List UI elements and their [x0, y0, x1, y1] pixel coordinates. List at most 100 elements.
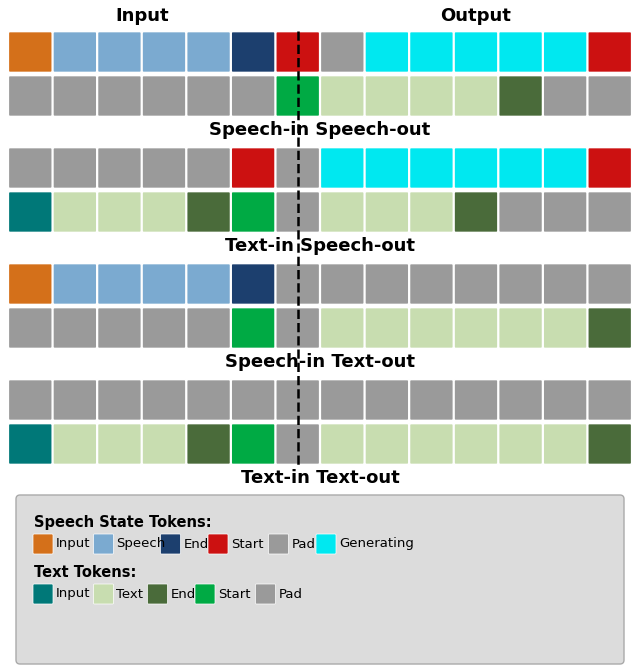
FancyBboxPatch shape [142, 380, 186, 420]
FancyBboxPatch shape [365, 148, 409, 188]
FancyBboxPatch shape [543, 424, 587, 464]
FancyBboxPatch shape [454, 31, 498, 72]
FancyBboxPatch shape [410, 192, 453, 233]
FancyBboxPatch shape [499, 380, 543, 420]
FancyBboxPatch shape [365, 192, 409, 233]
FancyBboxPatch shape [316, 534, 336, 554]
FancyBboxPatch shape [97, 263, 141, 305]
FancyBboxPatch shape [365, 307, 409, 348]
FancyBboxPatch shape [8, 192, 52, 233]
Text: Input: Input [115, 7, 168, 25]
FancyBboxPatch shape [255, 584, 275, 604]
FancyBboxPatch shape [97, 424, 141, 464]
FancyBboxPatch shape [142, 192, 186, 233]
FancyBboxPatch shape [231, 424, 275, 464]
FancyBboxPatch shape [269, 534, 289, 554]
FancyBboxPatch shape [53, 380, 97, 420]
FancyBboxPatch shape [187, 307, 230, 348]
FancyBboxPatch shape [543, 76, 587, 116]
FancyBboxPatch shape [410, 307, 453, 348]
FancyBboxPatch shape [231, 263, 275, 305]
FancyBboxPatch shape [97, 192, 141, 233]
FancyBboxPatch shape [195, 584, 215, 604]
FancyBboxPatch shape [276, 76, 320, 116]
FancyBboxPatch shape [187, 424, 230, 464]
FancyBboxPatch shape [320, 263, 364, 305]
FancyBboxPatch shape [454, 192, 498, 233]
Text: Start: Start [218, 587, 250, 600]
FancyBboxPatch shape [276, 380, 320, 420]
FancyBboxPatch shape [499, 31, 543, 72]
FancyBboxPatch shape [276, 31, 320, 72]
FancyBboxPatch shape [93, 534, 113, 554]
FancyBboxPatch shape [543, 192, 587, 233]
FancyBboxPatch shape [454, 307, 498, 348]
Text: Generating: Generating [339, 537, 414, 551]
FancyBboxPatch shape [588, 192, 632, 233]
FancyBboxPatch shape [231, 148, 275, 188]
FancyBboxPatch shape [588, 148, 632, 188]
FancyBboxPatch shape [320, 76, 364, 116]
FancyBboxPatch shape [543, 307, 587, 348]
FancyBboxPatch shape [53, 76, 97, 116]
Text: Input: Input [56, 537, 90, 551]
FancyBboxPatch shape [543, 31, 587, 72]
FancyBboxPatch shape [454, 424, 498, 464]
FancyBboxPatch shape [187, 263, 230, 305]
FancyBboxPatch shape [276, 263, 320, 305]
FancyBboxPatch shape [365, 263, 409, 305]
Text: Text-in Speech-out: Text-in Speech-out [225, 237, 415, 255]
FancyBboxPatch shape [53, 192, 97, 233]
FancyBboxPatch shape [8, 76, 52, 116]
FancyBboxPatch shape [142, 307, 186, 348]
FancyBboxPatch shape [410, 31, 453, 72]
FancyBboxPatch shape [231, 307, 275, 348]
FancyBboxPatch shape [187, 380, 230, 420]
FancyBboxPatch shape [33, 584, 53, 604]
FancyBboxPatch shape [142, 31, 186, 72]
Text: Speech-in Text-out: Speech-in Text-out [225, 353, 415, 371]
FancyBboxPatch shape [320, 380, 364, 420]
FancyBboxPatch shape [454, 76, 498, 116]
FancyBboxPatch shape [499, 307, 543, 348]
FancyBboxPatch shape [142, 424, 186, 464]
FancyBboxPatch shape [142, 263, 186, 305]
FancyBboxPatch shape [588, 76, 632, 116]
FancyBboxPatch shape [97, 76, 141, 116]
Text: Speech State Tokens:: Speech State Tokens: [34, 515, 212, 530]
FancyBboxPatch shape [231, 76, 275, 116]
FancyBboxPatch shape [8, 263, 52, 305]
FancyBboxPatch shape [97, 148, 141, 188]
FancyBboxPatch shape [543, 148, 587, 188]
FancyBboxPatch shape [187, 192, 230, 233]
FancyBboxPatch shape [142, 148, 186, 188]
Text: Input: Input [56, 587, 90, 600]
Text: End: End [170, 587, 196, 600]
FancyBboxPatch shape [365, 31, 409, 72]
FancyBboxPatch shape [365, 424, 409, 464]
FancyBboxPatch shape [543, 380, 587, 420]
FancyBboxPatch shape [93, 584, 113, 604]
FancyBboxPatch shape [499, 148, 543, 188]
Text: Text-in Text-out: Text-in Text-out [241, 469, 399, 487]
FancyBboxPatch shape [8, 380, 52, 420]
FancyBboxPatch shape [8, 424, 52, 464]
FancyBboxPatch shape [276, 307, 320, 348]
FancyBboxPatch shape [410, 76, 453, 116]
Text: Text: Text [116, 587, 143, 600]
Text: Pad: Pad [291, 537, 316, 551]
Text: Speech: Speech [116, 537, 166, 551]
FancyBboxPatch shape [142, 76, 186, 116]
FancyBboxPatch shape [53, 263, 97, 305]
FancyBboxPatch shape [454, 148, 498, 188]
Text: Speech-in Speech-out: Speech-in Speech-out [209, 121, 431, 139]
FancyBboxPatch shape [410, 424, 453, 464]
FancyBboxPatch shape [276, 192, 320, 233]
FancyBboxPatch shape [588, 263, 632, 305]
FancyBboxPatch shape [276, 424, 320, 464]
Text: Text Tokens:: Text Tokens: [34, 565, 136, 580]
Text: Pad: Pad [278, 587, 303, 600]
FancyBboxPatch shape [410, 148, 453, 188]
FancyBboxPatch shape [161, 534, 180, 554]
FancyBboxPatch shape [543, 263, 587, 305]
